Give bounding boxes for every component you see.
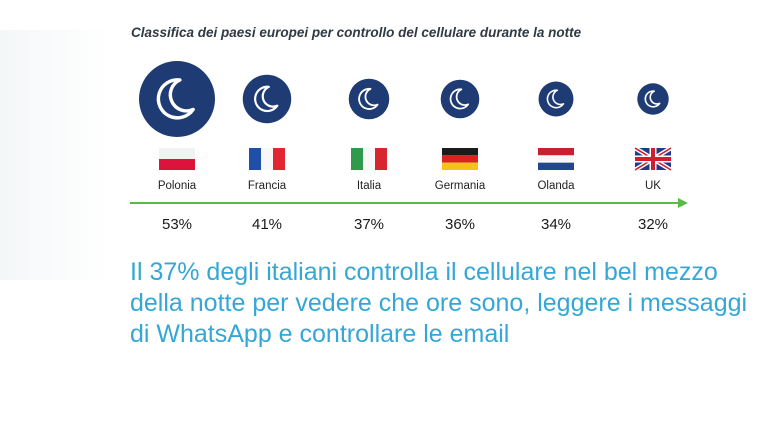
flag-france-icon [249, 148, 285, 170]
bubble-olanda [538, 81, 574, 117]
moon-icon [449, 88, 470, 110]
bubble-circle [242, 74, 292, 124]
flag-poland-icon [159, 148, 195, 170]
flags-layer [159, 146, 673, 172]
value-labels-layer: 53% 41% 37% 36% 34% 32% [162, 216, 668, 233]
country-label: Polonia [158, 180, 197, 192]
chart-title: Classifica dei paesi europei per control… [131, 25, 582, 40]
moon-icon [156, 78, 195, 120]
flag-netherlands-icon [538, 148, 574, 170]
bubble-circle [637, 83, 669, 115]
bubble-polonia [139, 61, 215, 137]
value-label: 41% [252, 216, 282, 233]
moon-icon [546, 89, 565, 109]
caption-text: Il 37% degli italiani controlla il cellu… [130, 258, 748, 348]
country-label: Francia [248, 180, 287, 192]
value-label: 32% [638, 216, 668, 233]
bubble-circle [348, 78, 390, 120]
value-label: 36% [445, 216, 475, 233]
bubble-circle [139, 61, 215, 137]
bubble-germania [440, 79, 480, 119]
bubbles-layer [139, 61, 669, 137]
country-label: UK [645, 180, 661, 192]
ranking-arrow [130, 198, 688, 208]
moon-icon [358, 87, 379, 110]
bubble-circle [440, 79, 480, 119]
value-label: 34% [541, 216, 571, 233]
flag-italy-icon [351, 148, 387, 170]
bubble-francia [242, 74, 292, 124]
value-label: 53% [162, 216, 192, 233]
bubble-uk [637, 83, 669, 115]
flag-germany-icon [442, 148, 478, 170]
background-fade [0, 30, 110, 280]
bubble-italia [348, 78, 390, 120]
flag-uk-icon [633, 146, 673, 172]
arrow-head-icon [678, 198, 688, 208]
country-label: Olanda [537, 180, 575, 192]
bubble-circle [538, 81, 574, 117]
country-labels-layer: Polonia Francia Italia Germania Olanda UK [158, 180, 662, 192]
moon-icon [254, 85, 279, 113]
country-label: Italia [357, 180, 382, 192]
value-label: 37% [354, 216, 384, 233]
country-label: Germania [435, 180, 486, 192]
moon-icon [644, 90, 661, 108]
